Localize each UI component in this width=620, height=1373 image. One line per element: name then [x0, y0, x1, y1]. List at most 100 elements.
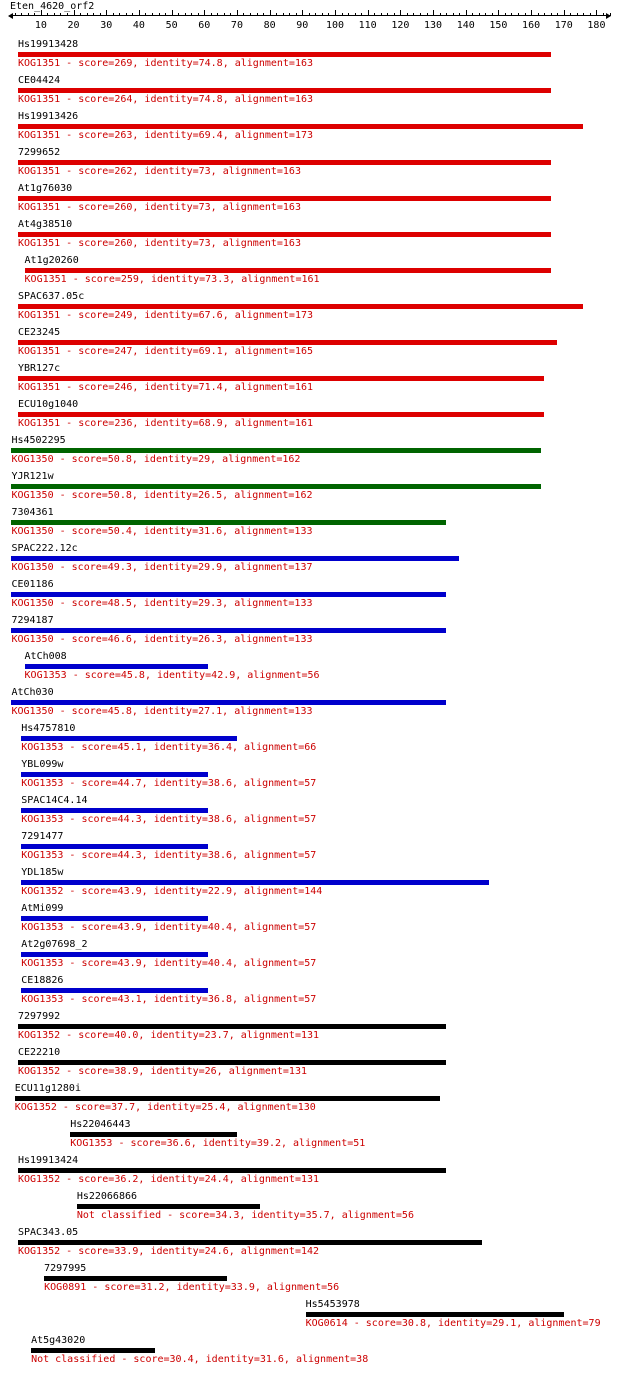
hit-name[interactable]: 7304361: [11, 507, 54, 518]
axis-minor-tick: [263, 13, 265, 16]
axis-tick-label: 110: [358, 20, 377, 31]
hit-description: KOG1351 - score=263, identity=69.4, alig…: [18, 130, 314, 141]
hit-bar[interactable]: [21, 844, 208, 849]
hit-bar[interactable]: [18, 160, 551, 165]
hit-bar[interactable]: [11, 592, 447, 597]
hit-bar[interactable]: [18, 1168, 447, 1173]
hit-bar[interactable]: [11, 628, 447, 633]
hit-bar[interactable]: [24, 664, 208, 669]
hit-description: KOG1353 - score=44.3, identity=38.6, ali…: [21, 850, 317, 861]
axis-minor-tick: [93, 13, 95, 16]
hit-name[interactable]: 7294187: [11, 615, 54, 626]
hit-name[interactable]: 7291477: [21, 831, 64, 842]
hit-name[interactable]: CE04424: [18, 75, 61, 86]
hit-name[interactable]: SPAC343.05: [18, 1227, 79, 1238]
hit-bar[interactable]: [18, 1060, 447, 1065]
hit-bar[interactable]: [11, 484, 541, 489]
hit-bar[interactable]: [18, 412, 545, 417]
axis-major-tick: [106, 10, 108, 16]
hit-name[interactable]: AtCh030: [11, 687, 54, 698]
hit-bar[interactable]: [11, 520, 447, 525]
hit-name[interactable]: Hs19913428: [18, 39, 79, 50]
hit-name[interactable]: AtMi099: [21, 903, 64, 914]
hit-bar[interactable]: [18, 88, 551, 93]
hit-bar[interactable]: [21, 736, 237, 741]
hit-name[interactable]: 7297992: [18, 1011, 61, 1022]
hit-description: KOG1350 - score=49.3, identity=29.9, ali…: [11, 562, 313, 573]
hit-name[interactable]: At1g76030: [18, 183, 73, 194]
hit-description: KOG1353 - score=36.6, identity=39.2, ali…: [70, 1138, 366, 1149]
hit-name[interactable]: Hs22066866: [76, 1191, 138, 1202]
axis-minor-tick: [589, 13, 591, 16]
hit-bar[interactable]: [11, 556, 460, 561]
hit-name[interactable]: AtCh008: [24, 651, 67, 662]
hit-bar[interactable]: [305, 1312, 564, 1317]
hit-name[interactable]: YJR121w: [11, 471, 54, 482]
hit-name[interactable]: Hs4502295: [11, 435, 66, 446]
hit-bar[interactable]: [70, 1132, 237, 1137]
hit-description: KOG1353 - score=43.9, identity=40.4, ali…: [21, 958, 317, 969]
axis-tick-label: 80: [263, 20, 276, 31]
hit-name[interactable]: Hs4757810: [21, 723, 76, 734]
axis-major-tick: [138, 10, 140, 16]
hit-bar[interactable]: [18, 52, 551, 57]
hit-bar[interactable]: [18, 340, 558, 345]
hit-name[interactable]: SPAC14C4.14: [21, 795, 88, 806]
hit-name[interactable]: Hs5453978: [305, 1299, 360, 1310]
hit-bar[interactable]: [14, 1096, 440, 1101]
hit-bar[interactable]: [18, 304, 584, 309]
hit-name[interactable]: ECU11g1280i: [14, 1083, 81, 1094]
hit-name[interactable]: At4g38510: [18, 219, 73, 230]
hit-name[interactable]: CE01186: [11, 579, 54, 590]
axis-tick-label: 90: [296, 20, 309, 31]
hit-bar[interactable]: [11, 448, 541, 453]
hit-bar[interactable]: [44, 1276, 228, 1281]
hit-name[interactable]: YBR127c: [18, 363, 61, 374]
hit-description: KOG1352 - score=43.9, identity=22.9, ali…: [21, 886, 323, 897]
hit-name[interactable]: CE23245: [18, 327, 61, 338]
hit-name[interactable]: At2g07698_2: [21, 939, 88, 950]
hit-name[interactable]: 7299652: [18, 147, 61, 158]
hit-bar[interactable]: [18, 1024, 447, 1029]
hit-name[interactable]: Hs19913424: [18, 1155, 79, 1166]
axis-minor-tick: [158, 13, 160, 16]
hit-bar[interactable]: [21, 988, 208, 993]
hit-bar[interactable]: [24, 268, 551, 273]
hit-bar[interactable]: [21, 772, 208, 777]
hit-bar[interactable]: [18, 232, 551, 237]
hit-bar[interactable]: [21, 808, 208, 813]
hit-name[interactable]: Hs19913426: [18, 111, 79, 122]
hit-bar[interactable]: [18, 124, 584, 129]
hit-name[interactable]: YBL099w: [21, 759, 64, 770]
axis-major-tick: [302, 10, 304, 16]
hit-name[interactable]: At5g43020: [31, 1335, 86, 1346]
axis-tick-label: 120: [391, 20, 410, 31]
hit-bar[interactable]: [18, 376, 545, 381]
hit-bar[interactable]: [21, 916, 208, 921]
hit-bar[interactable]: [76, 1204, 260, 1209]
hit-bar[interactable]: [31, 1348, 156, 1353]
hit-name[interactable]: YDL185w: [21, 867, 64, 878]
hit-name[interactable]: CE18826: [21, 975, 64, 986]
hit-name[interactable]: Hs22046443: [70, 1119, 131, 1130]
hit-bar[interactable]: [11, 700, 447, 705]
axis-tick-label: 20: [67, 20, 80, 31]
hit-bar[interactable]: [21, 952, 208, 957]
hit-bar[interactable]: [18, 196, 551, 201]
query-name: Eten_4620_orf2: [10, 1, 95, 12]
axis-minor-tick: [184, 13, 186, 16]
hit-name[interactable]: SPAC222.12c: [11, 543, 78, 554]
hit-name[interactable]: At1g20260: [24, 255, 79, 266]
hit-name[interactable]: CE22210: [18, 1047, 61, 1058]
hit-name[interactable]: SPAC637.05c: [18, 291, 85, 302]
hit-description: KOG1351 - score=246, identity=71.4, alig…: [18, 382, 314, 393]
hit-bar[interactable]: [21, 880, 489, 885]
axis-tick-label: 140: [456, 20, 475, 31]
hit-description: KOG1352 - score=37.7, identity=25.4, ali…: [14, 1102, 316, 1113]
hit-bar[interactable]: [18, 1240, 483, 1245]
axis-major-tick: [596, 10, 598, 16]
hit-name[interactable]: ECU10g1040: [18, 399, 79, 410]
axis-major-tick: [563, 10, 565, 16]
axis-major-tick: [465, 10, 467, 16]
hit-name[interactable]: 7297995: [44, 1263, 87, 1274]
